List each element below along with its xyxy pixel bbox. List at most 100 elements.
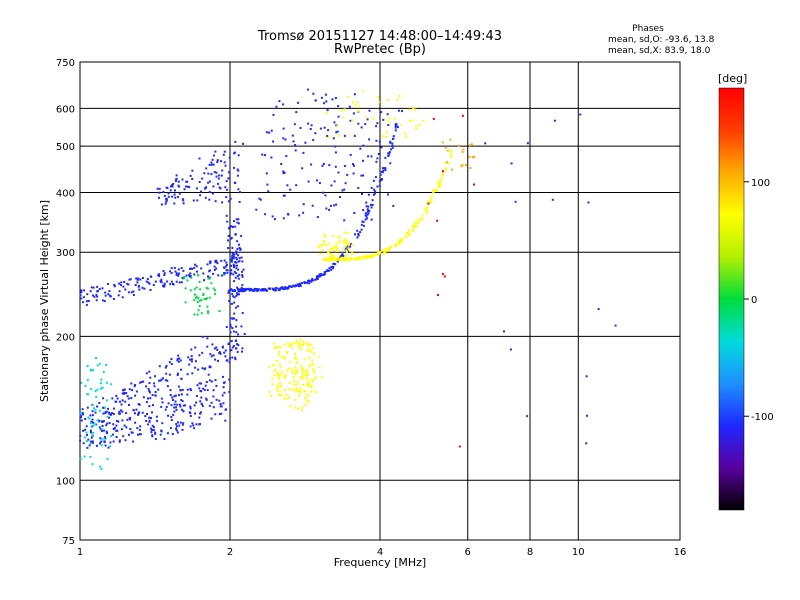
- data-point: [305, 399, 308, 402]
- data-point: [180, 377, 183, 380]
- data-point: [307, 122, 310, 125]
- data-point: [169, 185, 172, 188]
- data-point: [96, 388, 99, 391]
- data-point: [103, 437, 106, 440]
- data-point: [92, 369, 95, 372]
- data-point: [89, 414, 92, 417]
- data-point: [218, 310, 221, 312]
- data-point: [371, 255, 374, 257]
- data-point: [198, 299, 201, 302]
- data-point: [200, 299, 203, 301]
- data-point: [170, 267, 173, 270]
- data-point: [126, 418, 129, 421]
- data-point: [403, 132, 406, 135]
- data-point: [100, 378, 103, 381]
- data-point: [460, 165, 463, 168]
- data-point: [166, 280, 169, 283]
- data-point: [89, 429, 92, 432]
- data-point: [353, 134, 356, 137]
- data-point: [173, 410, 176, 413]
- data-point: [388, 249, 391, 251]
- data-point: [359, 147, 362, 150]
- data-point: [425, 211, 428, 214]
- data-point: [261, 289, 264, 292]
- data-point: [135, 390, 138, 393]
- data-point: [237, 154, 240, 157]
- y-axis-label: Stationary phase Virtual Height [km]: [38, 200, 51, 402]
- data-point: [177, 195, 179, 198]
- data-point: [80, 419, 83, 422]
- data-point: [324, 257, 327, 260]
- data-point: [172, 413, 175, 416]
- data-point: [146, 278, 149, 281]
- data-point: [234, 225, 237, 228]
- data-point: [238, 273, 241, 276]
- data-point: [277, 350, 280, 353]
- data-point: [307, 180, 310, 183]
- data-point: [284, 376, 287, 379]
- data-point: [295, 387, 298, 390]
- data-point: [308, 356, 311, 359]
- data-point: [215, 261, 218, 264]
- data-point: [147, 387, 150, 390]
- data-point: [182, 410, 185, 413]
- data-point: [407, 234, 410, 236]
- data-point: [335, 203, 338, 206]
- data-point: [101, 430, 104, 433]
- data-point: [375, 139, 378, 142]
- data-point: [212, 272, 215, 275]
- data-point: [298, 214, 301, 217]
- data-point: [107, 407, 109, 410]
- data-point: [181, 423, 184, 426]
- data-point: [378, 101, 380, 104]
- data-point: [349, 153, 352, 156]
- data-point: [272, 288, 275, 291]
- data-point: [238, 246, 241, 249]
- data-point: [121, 410, 124, 413]
- data-point: [214, 261, 217, 263]
- data-point: [189, 174, 192, 177]
- data-point: [314, 278, 317, 281]
- data-point: [303, 390, 306, 392]
- data-point: [383, 249, 386, 252]
- data-point: [129, 416, 131, 419]
- data-point: [341, 253, 344, 256]
- data-point: [215, 259, 218, 262]
- data-point: [180, 393, 183, 396]
- data-point: [388, 246, 391, 249]
- data-point: [100, 427, 103, 430]
- data-point: [312, 279, 315, 282]
- data-point: [372, 179, 375, 182]
- data-point: [177, 354, 180, 357]
- data-point: [376, 185, 379, 188]
- data-point: [194, 293, 196, 296]
- data-point: [328, 242, 331, 245]
- data-point: [461, 114, 464, 117]
- data-point: [424, 208, 427, 211]
- data-point: [324, 93, 327, 96]
- data-point: [469, 144, 472, 147]
- data-point: [145, 419, 148, 422]
- data-point: [136, 278, 139, 281]
- data-point: [267, 287, 270, 290]
- data-point: [95, 293, 98, 296]
- data-point: [336, 260, 339, 263]
- data-point: [260, 289, 263, 291]
- data-point: [236, 247, 239, 250]
- data-point: [148, 405, 151, 408]
- data-point: [90, 425, 93, 428]
- data-point: [371, 199, 374, 202]
- data-point: [399, 240, 402, 243]
- data-point: [237, 344, 240, 347]
- data-point: [347, 95, 350, 98]
- data-point: [229, 331, 232, 334]
- data-point: [164, 202, 167, 205]
- data-point: [388, 152, 391, 155]
- data-point: [233, 280, 235, 283]
- data-point: [98, 402, 101, 404]
- data-point: [239, 191, 242, 194]
- data-point: [353, 212, 356, 214]
- data-point: [236, 350, 239, 353]
- data-point: [287, 344, 290, 347]
- data-point: [304, 141, 307, 144]
